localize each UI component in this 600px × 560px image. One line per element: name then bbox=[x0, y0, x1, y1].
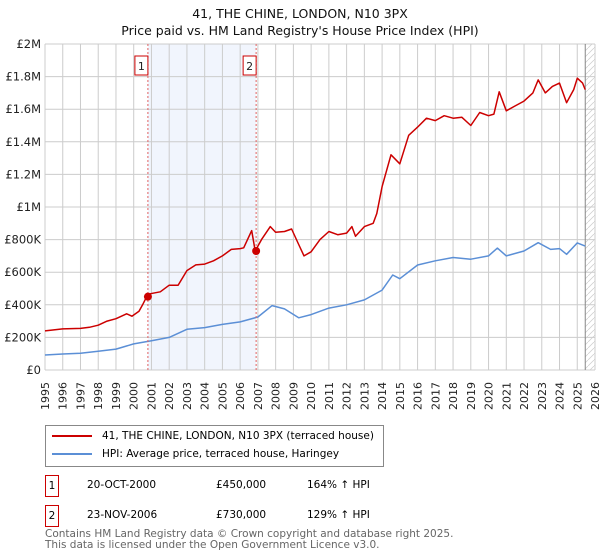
x-tick-label: 2003 bbox=[181, 382, 194, 410]
x-tick-label: 2023 bbox=[536, 382, 549, 410]
legend-swatch-red bbox=[52, 435, 92, 437]
x-tick-label: 2007 bbox=[252, 382, 265, 410]
x-tick-label: 2021 bbox=[500, 382, 513, 410]
x-tick-label: 2005 bbox=[216, 382, 229, 410]
x-tick-label: 2006 bbox=[234, 382, 247, 410]
y-tick-label: £800K bbox=[4, 233, 41, 247]
y-tick-label: £1M bbox=[16, 200, 41, 214]
x-tick-label: 2014 bbox=[376, 382, 389, 410]
x-tick-label: 1996 bbox=[57, 382, 70, 410]
sale-date: 20-OCT-2000 bbox=[87, 479, 156, 491]
legend-swatch-blue bbox=[52, 453, 92, 455]
chart-subtitle: Price paid vs. HM Land Registry's House … bbox=[121, 23, 479, 38]
y-tick-label: £1.6M bbox=[5, 102, 41, 116]
series-line bbox=[44, 77, 586, 332]
x-tick-label: 2010 bbox=[305, 382, 318, 410]
x-tick-label: 2022 bbox=[518, 382, 531, 410]
x-tick-label: 2019 bbox=[465, 382, 478, 410]
sale-label: 2 bbox=[246, 60, 253, 73]
sale-label: 1 bbox=[138, 60, 145, 73]
x-tick-label: 2004 bbox=[199, 382, 212, 410]
x-tick-label: 2001 bbox=[145, 382, 158, 410]
y-tick-label: £200K bbox=[4, 330, 41, 344]
x-tick-label: 2008 bbox=[270, 382, 283, 410]
x-tick-label: 2012 bbox=[341, 382, 354, 410]
sale-date: 23-NOV-2006 bbox=[87, 509, 158, 521]
x-tick-label: 2018 bbox=[447, 382, 460, 410]
x-tick-label: 2024 bbox=[554, 382, 567, 410]
x-tick-label: 1997 bbox=[74, 382, 87, 410]
x-tick-label: 1998 bbox=[92, 382, 105, 410]
sale-marker-2: 2 bbox=[45, 505, 59, 527]
sale-hpi: 164% ↑ HPI bbox=[307, 479, 370, 491]
sale-price: £730,000 bbox=[216, 509, 267, 521]
legend-label-hpi: HPI: Average price, terraced house, Hari… bbox=[102, 448, 340, 460]
sale-label-box bbox=[134, 55, 149, 76]
sale-marker-1: 1 bbox=[45, 475, 59, 497]
legend: 41, THE CHINE, LONDON, N10 3PX (terraced… bbox=[45, 425, 384, 467]
x-tick-label: 2016 bbox=[412, 382, 425, 410]
x-tick-label: 1995 bbox=[39, 382, 52, 410]
y-tick-label: £1.4M bbox=[5, 135, 41, 149]
x-tick-label: 2009 bbox=[287, 382, 300, 410]
y-tick-label: £2M bbox=[16, 37, 41, 51]
x-tick-label: 2011 bbox=[323, 382, 336, 410]
price-chart: 1995 1996 1997 1998 1999 2000 2001 2002 2003 2004… bbox=[4, 37, 600, 410]
footer-line-1: Contains HM Land Registry data © Crown c… bbox=[45, 528, 454, 540]
y-tick-label: £600K bbox=[4, 265, 41, 279]
sale-point bbox=[252, 247, 261, 256]
x-tick-label: 2013 bbox=[358, 382, 371, 410]
x-tick-label: 2000 bbox=[128, 382, 141, 410]
y-tick-label: £400K bbox=[4, 298, 41, 312]
chart-title: 41, THE CHINE, LONDON, N10 3PX bbox=[192, 6, 408, 21]
x-tick-label: 2025 bbox=[571, 382, 584, 410]
legend-label-property: 41, THE CHINE, LONDON, N10 3PX (terraced… bbox=[102, 430, 374, 442]
sale-point bbox=[143, 292, 152, 301]
series-line bbox=[44, 241, 586, 356]
sale-row-2: 2 23-NOV-2006 £730,000 129% ↑ HPI bbox=[45, 505, 545, 527]
legend-item-hpi: HPI: Average price, terraced house, Hari… bbox=[52, 448, 339, 460]
y-tick-label: £1.8M bbox=[5, 70, 41, 84]
sale-label-box bbox=[242, 55, 257, 76]
sale-price: £450,000 bbox=[216, 479, 267, 491]
x-tick-label: 2020 bbox=[483, 382, 496, 410]
x-tick-label: 2015 bbox=[394, 382, 407, 410]
footer: Contains HM Land Registry data © Crown c… bbox=[45, 529, 453, 551]
x-tick-label: 2026 bbox=[589, 382, 600, 410]
sale-hpi: 129% ↑ HPI bbox=[307, 509, 370, 521]
x-tick-label: 1999 bbox=[110, 382, 123, 410]
footer-line-2: This data is licensed under the Open Gov… bbox=[45, 539, 380, 551]
legend-item-property: 41, THE CHINE, LONDON, N10 3PX (terraced… bbox=[52, 430, 374, 442]
x-tick-label: 2002 bbox=[163, 382, 176, 410]
sale-row-1: 1 20-OCT-2000 £450,000 164% ↑ HPI bbox=[45, 475, 545, 497]
y-tick-label: £0 bbox=[26, 363, 41, 377]
x-tick-label: 2017 bbox=[429, 382, 442, 410]
y-tick-label: £1.2M bbox=[5, 167, 41, 181]
